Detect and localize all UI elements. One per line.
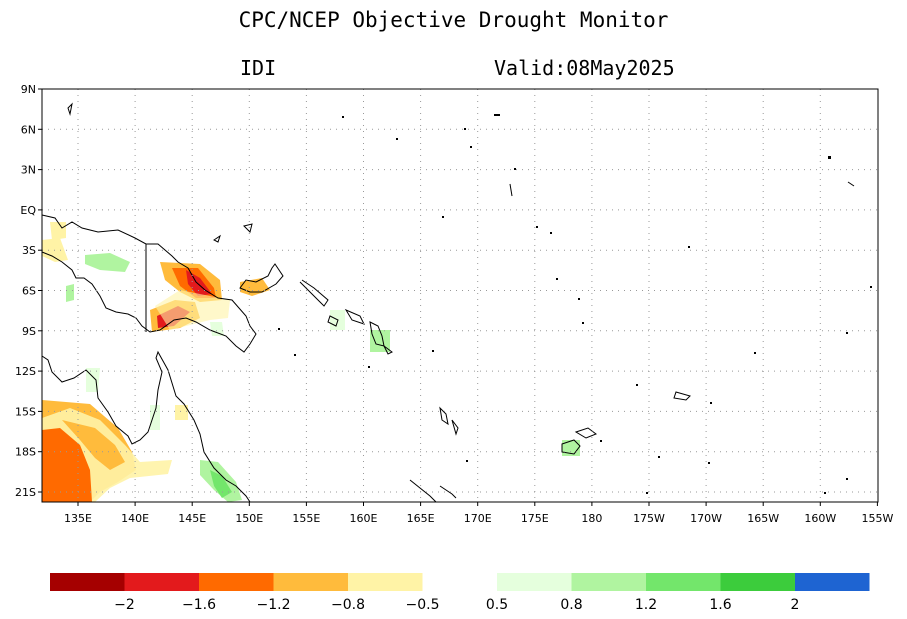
legend-label: 0.5: [486, 597, 508, 613]
coastlines: [41, 102, 855, 503]
lon-tick-label: 175E: [521, 512, 549, 525]
lon-tick-label: 155W: [861, 512, 893, 525]
lat-tick-label: 6S: [22, 285, 36, 298]
lon-tick-label: 150E: [235, 512, 263, 525]
lon-tick-label: 140E: [121, 512, 149, 525]
legend-swatch: [795, 573, 870, 591]
lon-tick-label: 165E: [407, 512, 435, 525]
lat-tick-label: 9S: [22, 325, 36, 338]
map-frame: [41, 88, 879, 503]
lon-axis: 135E 140E 145E 150E 155E 160E 165E 170E 175E 180 1…: [64, 502, 893, 525]
lat-tick-label: 9N: [21, 83, 36, 96]
lon-tick-label: 165W: [747, 512, 779, 525]
legend-label: 2: [791, 597, 800, 613]
legend-swatch: [646, 573, 721, 591]
chart-title: CPC/NCEP Objective Drought Monitor: [238, 8, 669, 32]
legend-label: −1.2: [257, 597, 291, 613]
lat-tick-label: 12S: [15, 365, 36, 378]
legend-swatch: [497, 573, 572, 591]
lat-tick-label: 3N: [21, 164, 36, 177]
legend-swatch: [50, 573, 125, 591]
legend-label: −1.6: [182, 597, 216, 613]
small-islands: [278, 114, 872, 494]
legend-label: −0.8: [331, 597, 365, 613]
lat-tick-label: 3S: [22, 244, 36, 257]
legend-label: −0.5: [406, 597, 440, 613]
legend-swatch: [422, 573, 497, 591]
lon-tick-label: 170W: [690, 512, 722, 525]
anomaly-shading: [42, 222, 580, 502]
legend-label: 1.2: [635, 597, 657, 613]
index-label: IDI: [240, 56, 277, 80]
legend-swatch: [571, 573, 646, 591]
lon-tick-label: 145E: [178, 512, 206, 525]
lon-tick-label: 170E: [464, 512, 492, 525]
legend-label: −2: [114, 597, 135, 613]
grid-lines: [42, 89, 878, 502]
lon-tick-label: 155E: [292, 512, 320, 525]
valid-date-label: Valid:08May2025: [494, 56, 675, 80]
lon-tick-label: 160W: [804, 512, 836, 525]
lat-tick-label: EQ: [20, 204, 36, 217]
lat-axis: 9N 6N 3N EQ 3S 6S 9S 12S 15S 18S 21S: [15, 83, 42, 499]
legend: −2 −1.6 −1.2 −0.8 −0.5 0.5 0.8 1.2 1.6 2: [50, 573, 870, 613]
lat-tick-label: 18S: [15, 446, 36, 459]
lat-tick-label: 6N: [21, 123, 36, 136]
lat-tick-label: 21S: [15, 486, 36, 499]
legend-swatch: [720, 573, 795, 591]
legend-swatch: [199, 573, 274, 591]
legend-label: 1.6: [709, 597, 731, 613]
lon-tick-label: 180: [581, 512, 602, 525]
legend-swatch: [124, 573, 199, 591]
lat-tick-label: 15S: [15, 405, 36, 418]
lon-tick-label: 135E: [64, 512, 92, 525]
lon-tick-label: 175W: [633, 512, 665, 525]
legend-swatch: [348, 573, 423, 591]
legend-label: 0.8: [560, 597, 582, 613]
lon-tick-label: 160E: [350, 512, 378, 525]
legend-swatch: [273, 573, 348, 591]
